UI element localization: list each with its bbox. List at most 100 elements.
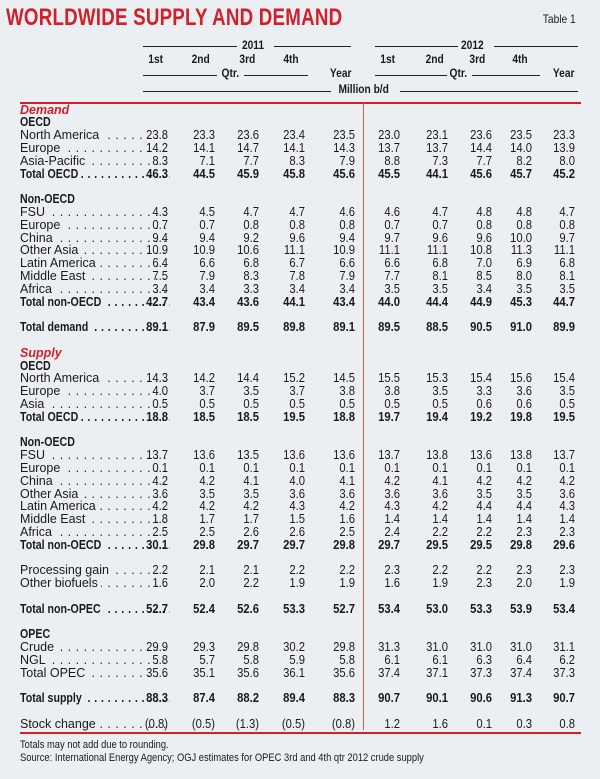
table-number: Table 1 xyxy=(543,12,576,26)
table-row: Asia-Pacific 8.3 7.1 7.7 8.3 7.9 8.8 7.3 7.7 8.2 8… xyxy=(0,153,600,168)
row-label: Demand xyxy=(20,103,170,117)
table-cell: 45.6 xyxy=(470,166,492,181)
table-cell: (0.8) xyxy=(331,716,355,731)
qtr-label-2011: Qtr. xyxy=(221,66,240,80)
table-cell: 29.7 xyxy=(378,537,400,552)
table-cell: 3.5 xyxy=(516,281,532,296)
table-cell: 2.6 xyxy=(243,524,259,539)
row-label-text: Demand xyxy=(20,103,73,117)
table-cell: 42.7 xyxy=(146,294,168,309)
table-cell: 43.4 xyxy=(333,294,355,309)
table-cell: 45.3 xyxy=(510,294,532,309)
table-cell: 1.6 xyxy=(339,512,355,527)
table-cell: 7.1 xyxy=(199,153,215,168)
table-cell: 3.6 xyxy=(384,486,400,501)
table-cell: 3.3 xyxy=(476,384,492,399)
table-cell: 45.6 xyxy=(333,166,355,181)
table-cell: 6.8 xyxy=(559,256,575,271)
table-cell: 46.3 xyxy=(146,166,168,181)
table-cell: 7.0 xyxy=(476,256,492,271)
table-cell: 7.7 xyxy=(384,268,400,283)
source-note: Source: International Energy Agency; OGJ… xyxy=(20,752,424,764)
table-cell: 3.7 xyxy=(289,384,305,399)
table-cell: 9.4 xyxy=(152,230,168,245)
table-cell: 6.8 xyxy=(243,256,259,271)
row-label: FSU xyxy=(20,449,170,463)
row-label: FSU xyxy=(20,205,170,219)
table-cell: 9.6 xyxy=(289,230,305,245)
table-cell: 53.9 xyxy=(510,601,532,616)
table-cell: 0.8 xyxy=(476,217,492,232)
table-cell: 29.5 xyxy=(426,537,448,552)
table-cell: 3.5 xyxy=(432,281,448,296)
table-cell: 8.0 xyxy=(516,268,532,283)
row-label: Non-OECD xyxy=(20,436,148,450)
row-label: China xyxy=(20,231,170,245)
unit-label: Million b/d xyxy=(338,82,389,96)
table-cell: 43.4 xyxy=(193,294,215,309)
table-cell: 2.2 xyxy=(152,563,168,578)
table-cell: 8.3 xyxy=(152,153,168,168)
row-label-text: North America xyxy=(20,372,103,386)
table-cell: 4.2 xyxy=(516,473,532,488)
table-cell: 90.6 xyxy=(470,691,492,706)
col-header-q2-2011: 2nd xyxy=(191,52,210,66)
table-cell: 7.9 xyxy=(339,153,355,168)
table-cell: 7.9 xyxy=(339,268,355,283)
table-cell: 45.7 xyxy=(510,166,532,181)
table-cell: 91.0 xyxy=(510,320,532,335)
row-label: Africa xyxy=(20,525,170,539)
table-cell: 4.2 xyxy=(476,473,492,488)
col-header-q3-2011: 3rd xyxy=(239,52,256,66)
table-cell: 0.6 xyxy=(516,396,532,411)
table-row: FSU 4.3 4.5 4.7 4.7 4.6 4.6 4.7 4.8 4.8 4.7 xyxy=(0,204,600,219)
table-cell: 8.0 xyxy=(559,153,575,168)
table-cell: 2.2 xyxy=(289,563,305,578)
table-cell: 4.3 xyxy=(152,204,168,219)
col-header-q1-2012: 1st xyxy=(380,52,396,66)
header-rule xyxy=(274,46,351,47)
table-cell: 4.2 xyxy=(432,499,448,514)
row-label-text: Latin America xyxy=(20,500,99,514)
table-cell: 2.3 xyxy=(516,563,532,578)
table-cell: 90.1 xyxy=(426,691,448,706)
table-cell: 23.3 xyxy=(193,128,215,143)
table-cell: 52.7 xyxy=(146,601,168,616)
table-cell: 0.8 xyxy=(559,716,575,731)
row-label: Total demand xyxy=(20,321,170,335)
table-cell: 3.6 xyxy=(289,486,305,501)
table-cell: 23.6 xyxy=(237,128,259,143)
table-cell: 14.2 xyxy=(193,371,215,386)
row-label: Non-OECD xyxy=(20,193,148,207)
table-cell: 29.8 xyxy=(333,640,355,655)
table-cell: 6.3 xyxy=(476,652,492,667)
table-cell: 4.1 xyxy=(339,473,355,488)
table-cell: 1.4 xyxy=(432,512,448,527)
row-label: Total OECD xyxy=(20,410,170,424)
table-row: Latin America 6.4 6.6 6.8 6.7 6.6 6.6 6.8 7.0 6.9… xyxy=(0,256,600,271)
table-cell: 13.6 xyxy=(470,448,492,463)
table-cell: 13.6 xyxy=(193,448,215,463)
row-label-text: Crude xyxy=(20,641,58,655)
table-cell: 11.1 xyxy=(378,243,400,258)
row-label: Other Asia xyxy=(20,244,170,258)
table-cell: 3.6 xyxy=(516,384,532,399)
table-cell: 14.7 xyxy=(237,140,259,155)
table-cell: 11.3 xyxy=(510,243,532,258)
row-label: Europe xyxy=(20,141,170,155)
table-cell: 91.3 xyxy=(510,691,532,706)
table-cell: 13.8 xyxy=(510,448,532,463)
header-rule xyxy=(143,46,237,47)
table-cell: 3.4 xyxy=(289,281,305,296)
table-cell: 89.5 xyxy=(378,320,400,335)
table-cell: 23.6 xyxy=(470,128,492,143)
table-cell: 3.6 xyxy=(559,486,575,501)
table-cell: (0.5) xyxy=(191,716,215,731)
table-cell: 8.1 xyxy=(559,268,575,283)
row-label: Stock change xyxy=(20,717,170,731)
table-row: Processing gain 2.2 2.1 2.1 2.2 2.2 2.3 2.2 2.2 2… xyxy=(0,563,600,578)
row-label: China xyxy=(20,474,170,488)
table-cell: 15.5 xyxy=(378,371,400,386)
table-cell: 44.7 xyxy=(553,294,575,309)
table-cell: 2.2 xyxy=(339,563,355,578)
